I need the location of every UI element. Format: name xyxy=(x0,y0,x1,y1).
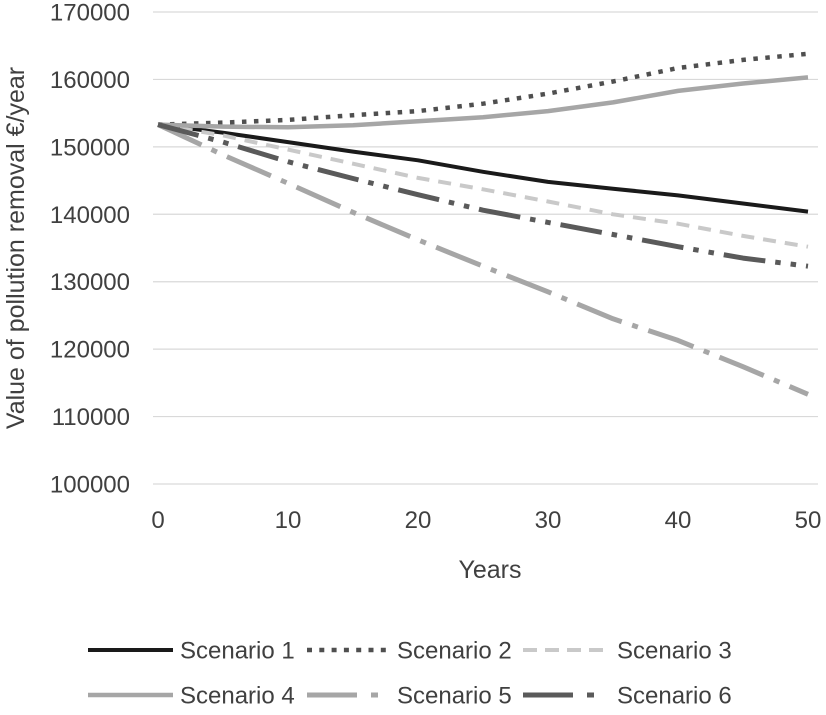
legend-label-scenario-1: Scenario 1 xyxy=(180,638,295,665)
legend-item-scenario-4: Scenario 4 xyxy=(88,683,295,710)
legend: Scenario 1 Scenario 2 Scenario 3 Scenario 4… xyxy=(88,638,732,710)
y-tick-label-150000: 150000 xyxy=(50,134,130,161)
x-tick-label-40: 40 xyxy=(665,507,692,534)
y-tick-label-110000: 110000 xyxy=(52,404,130,431)
x-axis-title: Years xyxy=(458,556,521,584)
legend-label-scenario-6: Scenario 6 xyxy=(617,683,732,710)
series-lines xyxy=(156,51,809,397)
legend-label-scenario-2: Scenario 2 xyxy=(397,638,512,665)
x-axis-tick-labels: 0 10 20 30 40 50 xyxy=(151,507,821,534)
legend-item-scenario-6: Scenario 6 xyxy=(523,683,732,710)
legend-label-scenario-3: Scenario 3 xyxy=(617,638,732,665)
series-line-scenario-2 xyxy=(157,51,809,127)
x-tick-label-20: 20 xyxy=(405,507,432,534)
x-tick-label-10: 10 xyxy=(275,507,302,534)
legend-item-scenario-1: Scenario 1 xyxy=(88,638,295,665)
series-line-scenario-5 xyxy=(156,122,809,397)
series-line-scenario-4 xyxy=(157,75,809,130)
x-tick-label-0: 0 xyxy=(151,507,164,534)
gridlines xyxy=(153,11,818,485)
y-tick-label-130000: 130000 xyxy=(50,269,130,296)
legend-item-scenario-2: Scenario 2 xyxy=(307,638,512,665)
legend-item-scenario-3: Scenario 3 xyxy=(523,638,732,665)
y-tick-label-140000: 140000 xyxy=(50,202,130,229)
legend-item-scenario-5: Scenario 5 xyxy=(307,683,512,710)
y-tick-label-160000: 160000 xyxy=(50,67,130,94)
series-line-scenario-3 xyxy=(157,122,809,249)
x-tick-label-30: 30 xyxy=(535,507,562,534)
legend-label-scenario-5: Scenario 5 xyxy=(397,683,512,710)
legend-label-scenario-4: Scenario 4 xyxy=(180,683,295,710)
y-tick-label-120000: 120000 xyxy=(50,337,130,364)
y-axis-title: Value of pollution removal €/year xyxy=(2,67,30,429)
y-tick-label-100000: 100000 xyxy=(50,472,130,499)
series-line-scenario-6 xyxy=(157,122,809,269)
y-tick-label-170000: 170000 xyxy=(50,0,130,27)
series-line-scenario-1 xyxy=(157,122,809,214)
y-axis-tick-labels: 100000 110000 120000 130000 140000 150000 1600… xyxy=(50,0,130,499)
x-tick-label-50: 50 xyxy=(795,507,822,534)
